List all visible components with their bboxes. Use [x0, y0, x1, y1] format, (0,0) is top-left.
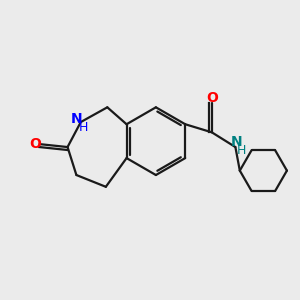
- Text: O: O: [29, 137, 41, 151]
- Text: H: H: [79, 122, 88, 134]
- Text: N: N: [231, 135, 243, 149]
- Text: H: H: [237, 144, 247, 157]
- Text: N: N: [70, 112, 82, 126]
- Text: O: O: [206, 92, 218, 106]
